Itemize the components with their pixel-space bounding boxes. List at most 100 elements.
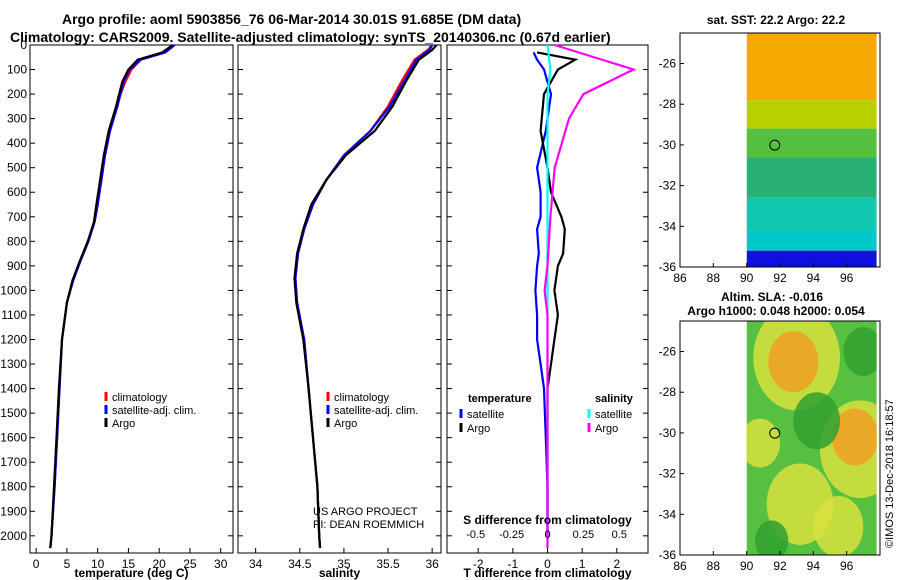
sst-band [746,157,877,198]
x-tick-label: 5 [64,557,71,571]
legend-label: satellite [595,409,632,421]
s-tick-label: -0.5 [466,529,485,541]
y-tick-label: -28 [659,385,677,399]
s-tick-label: -0.25 [499,529,524,541]
credit-line-1: US ARGO PROJECT [313,506,418,518]
sla-feature [768,331,819,393]
y-tick-label: -32 [659,467,677,481]
sla-map-subtitle: Argo h1000: 0.048 h2000: 0.054 [687,304,865,318]
y-tick-label: 1100 [1,308,27,322]
x-tick-label: 35.5 [376,557,400,571]
y-tick-label: 200 [7,87,27,101]
x-tick-label: 10 [91,557,105,571]
x-tick-label: 25 [183,557,197,571]
title-line-1: Argo profile: aoml 5903856_76 06-Mar-201… [62,11,522,27]
timestamp-stamp: ©IMOS 13-Dec-2018 16:18:57 [884,399,896,548]
x-tick-label: 0 [544,557,551,571]
x-tick-label: 90 [740,559,754,573]
map-data-area [746,33,877,267]
argo-position-marker [769,427,781,439]
x-tick-label: 20 [153,557,167,571]
legend-label: Argo [467,423,490,435]
y-tick-label: 1500 [0,406,27,420]
sst-band [746,128,877,158]
sst-map-title: sat. SST: 22.2 Argo: 22.2 [707,13,846,27]
temperature-panel: 0100200300400500600700800900100011001200… [0,38,234,580]
plot-frame [29,44,234,554]
x-axis-label: temperature (deg C) [74,566,188,580]
y-tick-label: 1900 [0,504,27,518]
map-data-area [746,321,877,555]
x-tick-label: 90 [740,271,754,285]
sla-map-panel: 86 88 90 92 94 96 -26 -28 -30 -32 -34 -36 [659,320,881,573]
x-tick-label: 86 [673,271,687,285]
legend-title-temperature: temperature [468,393,532,405]
legend-label: satellite [467,409,504,421]
x-tick-label: 88 [707,559,721,573]
series-line-argo [293,44,438,549]
x-tick-label: 1 [579,557,586,571]
x-tick-label: -2 [473,557,484,571]
sla-feature [831,408,877,466]
y-tick-label: 300 [7,112,27,126]
x-tick-label: 96 [840,271,854,285]
y-tick-label: 2000 [0,529,27,543]
sst-band [746,33,877,101]
s-tick-label: 0.25 [573,529,594,541]
y-tick-label: 1200 [0,332,27,346]
series-line-t-satellite [532,51,553,536]
y-tick-label: 900 [7,259,27,273]
y-tick-label: 500 [7,161,27,175]
y-tick-label: -36 [659,260,677,274]
sst-map-panel: 86 88 90 92 94 96 -26 -28 -30 -32 -34 -36 [659,32,881,285]
y-tick-label: -26 [659,345,677,359]
x-tick-label: 94 [807,271,821,285]
y-tick-label: 1300 [0,357,27,371]
y-tick-label: 700 [7,210,27,224]
series-line-t-argo [536,51,579,536]
y-tick-label: 1000 [0,283,27,297]
x-tick-label: 34.5 [288,557,312,571]
y-tick-label: 600 [7,185,27,199]
y-tick-label: 1700 [0,455,27,469]
s-tick-label: 0.5 [612,529,627,541]
y-tick-label: 0 [20,38,27,52]
legend-title-salinity: salinity [595,393,634,405]
x-tick-label: 36 [425,557,439,571]
sla-feature [755,520,789,555]
x-axis-label: T difference from climatology [463,566,631,580]
x-tick-label: 92 [773,271,787,285]
x-tick-label: 96 [840,559,854,573]
y-tick-label: 800 [7,234,27,248]
argo-position-marker [769,139,781,151]
x-tick-label: 35 [337,557,351,571]
x-tick-label: 34 [249,557,263,571]
legend-label: Argo [334,418,357,430]
sst-band [746,100,877,129]
x-tick-label: 88 [707,271,721,285]
plot-frame [237,44,442,554]
sla-feature [793,392,841,450]
x-tick-label: 86 [673,559,687,573]
difference-panel: -2 -1 0 1 2T difference from climatology -0.5… [446,43,649,580]
y-tick-label: -26 [659,57,677,71]
sst-band [746,197,877,231]
legend-label: climatology [334,392,390,404]
y-tick-label: -30 [659,426,677,440]
x-tick-label: 0 [33,557,40,571]
credit-line-2: PI: DEAN ROEMMICH [313,519,424,531]
sla-feature [746,418,780,468]
legend-label: satellite-adj. clim. [334,405,418,417]
x-tick-label: 2 [613,557,620,571]
s-axis-label: S difference from climatology [463,513,632,527]
y-tick-label: -34 [659,507,677,521]
sst-band [746,230,877,251]
sla-feature [813,496,864,555]
y-tick-label: -34 [659,219,677,233]
x-tick-label: -1 [508,557,519,571]
y-tick-label: 1800 [0,480,27,494]
y-tick-label: -36 [659,548,677,562]
sla-feature [843,327,877,376]
